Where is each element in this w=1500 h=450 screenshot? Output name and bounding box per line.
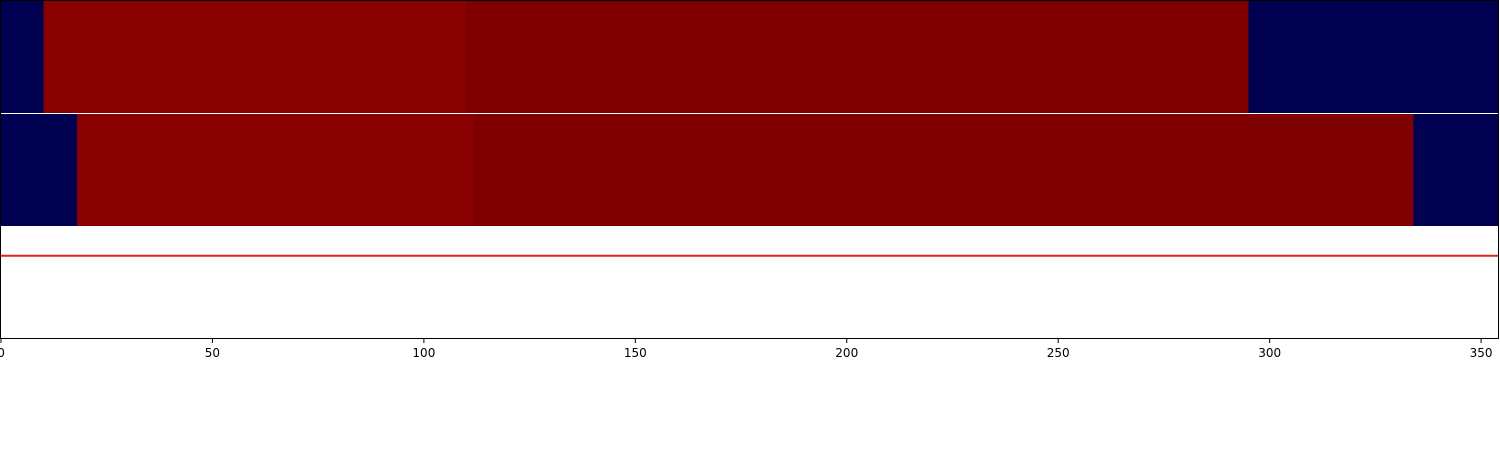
heatmap-segment (1, 1, 44, 113)
heatmap-tracks (1, 1, 1498, 226)
x-tick-label: 100 (412, 346, 435, 360)
axes-frame (0, 0, 1499, 339)
heatmap-segment (474, 114, 1414, 226)
x-tick-label: 300 (1258, 346, 1281, 360)
x-tick-label: 50 (205, 346, 220, 360)
plot-area (0, 0, 1499, 339)
x-tick-label: 250 (1047, 346, 1070, 360)
x-axis: 0 50 100 150 200 250 300 350 (0, 338, 1493, 360)
heatmap-segment (1, 114, 78, 226)
heatmap-segment (77, 114, 475, 226)
x-tick-label: 200 (835, 346, 858, 360)
heatmap-segment (1413, 114, 1498, 226)
x-tick-label: 150 (624, 346, 647, 360)
x-tick-label: 0 (0, 346, 5, 360)
heatmap-track-1 (1, 1, 1498, 113)
heatmap-segment (1248, 1, 1498, 113)
heatmap-track-2 (1, 114, 1498, 226)
heatmap-segment (43, 1, 467, 113)
x-tick-label: 350 (1470, 346, 1493, 360)
heatmap-segment (466, 1, 1249, 113)
